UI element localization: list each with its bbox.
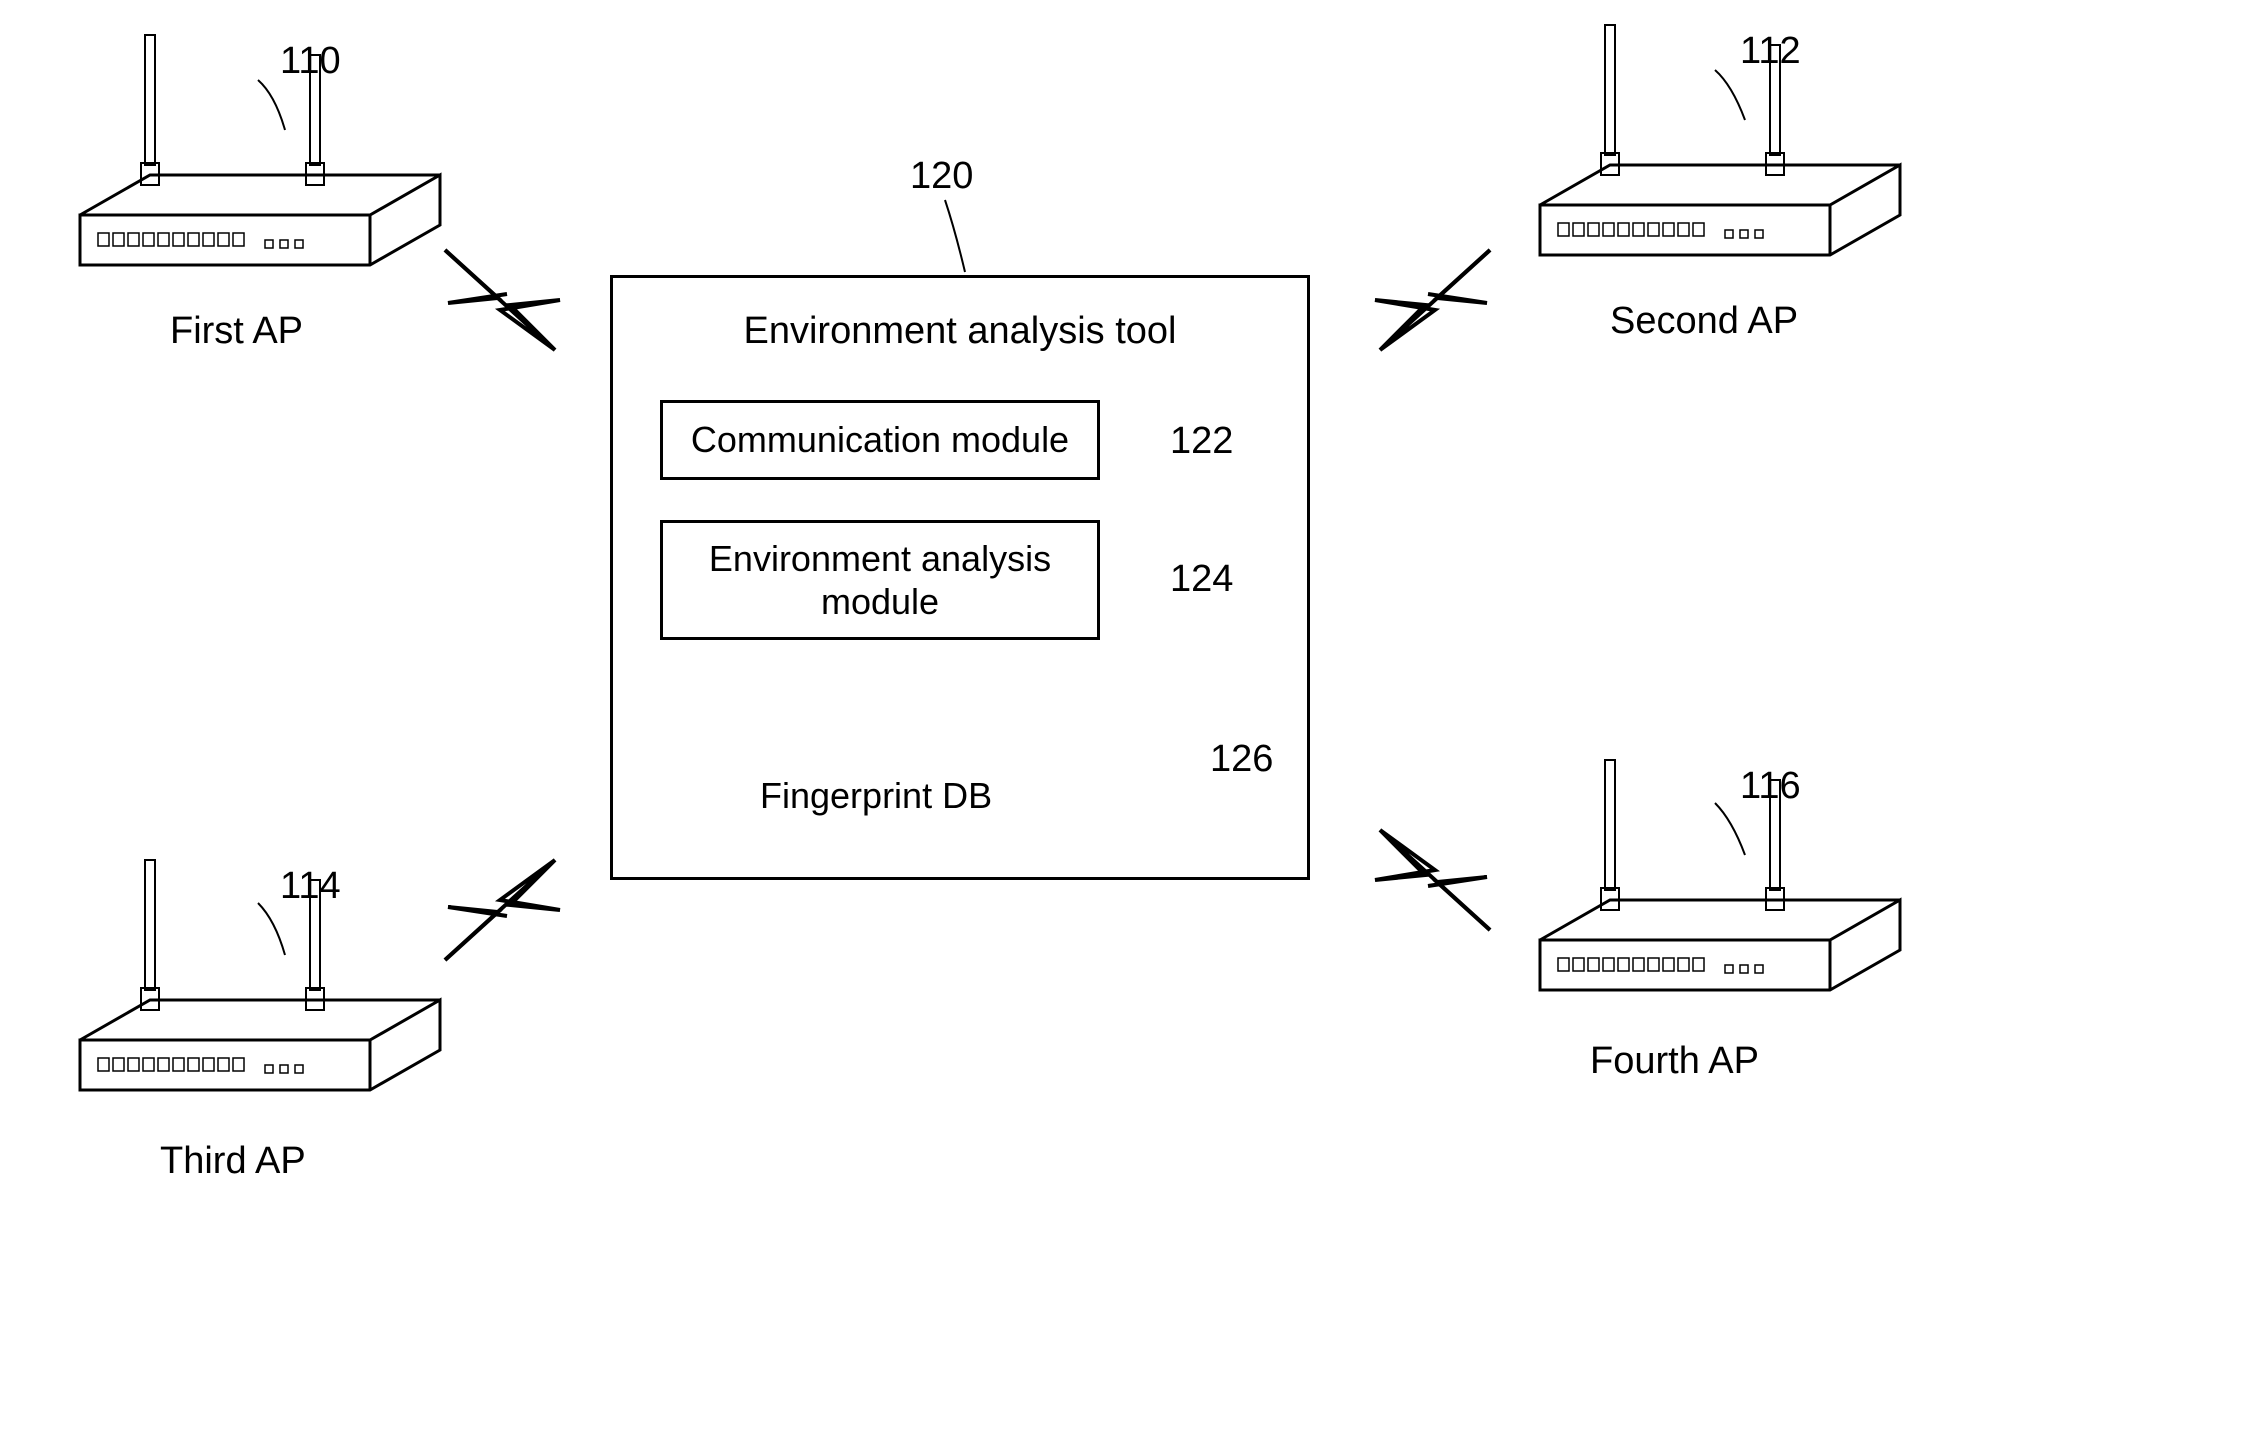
- analysis-module-label: Environment analysis module: [673, 537, 1087, 623]
- wireless-icon: [445, 250, 560, 350]
- center-title: Environment analysis tool: [740, 310, 1180, 353]
- database-label: Fingerprint DB: [760, 775, 992, 817]
- ref-126: 126: [1210, 738, 1273, 781]
- ref-116: 116: [1740, 765, 1801, 808]
- ap3-label: Third AP: [160, 1140, 306, 1183]
- ref-110: 110: [280, 40, 341, 83]
- ref-114: 114: [280, 865, 341, 908]
- communication-module-label: Communication module: [691, 419, 1069, 461]
- ref-112: 112: [1740, 30, 1801, 73]
- wireless-icon: [1375, 250, 1490, 350]
- router-ap3: [80, 860, 440, 1090]
- wireless-icon: [1375, 830, 1490, 930]
- router-ap4: [1540, 760, 1900, 990]
- ap2-label: Second AP: [1610, 300, 1798, 343]
- router-ap1: [80, 35, 440, 265]
- router-ap2: [1540, 25, 1900, 255]
- wireless-icon: [445, 860, 560, 960]
- ref-124: 124: [1170, 558, 1233, 601]
- communication-module-box: Communication module: [660, 400, 1100, 480]
- ref-120: 120: [910, 155, 973, 198]
- ap1-label: First AP: [170, 310, 303, 353]
- ref-122: 122: [1170, 420, 1233, 463]
- ap4-label: Fourth AP: [1590, 1040, 1759, 1083]
- analysis-module-box: Environment analysis module: [660, 520, 1100, 640]
- network-diagram: Environment analysis tool Communication …: [0, 0, 2256, 1436]
